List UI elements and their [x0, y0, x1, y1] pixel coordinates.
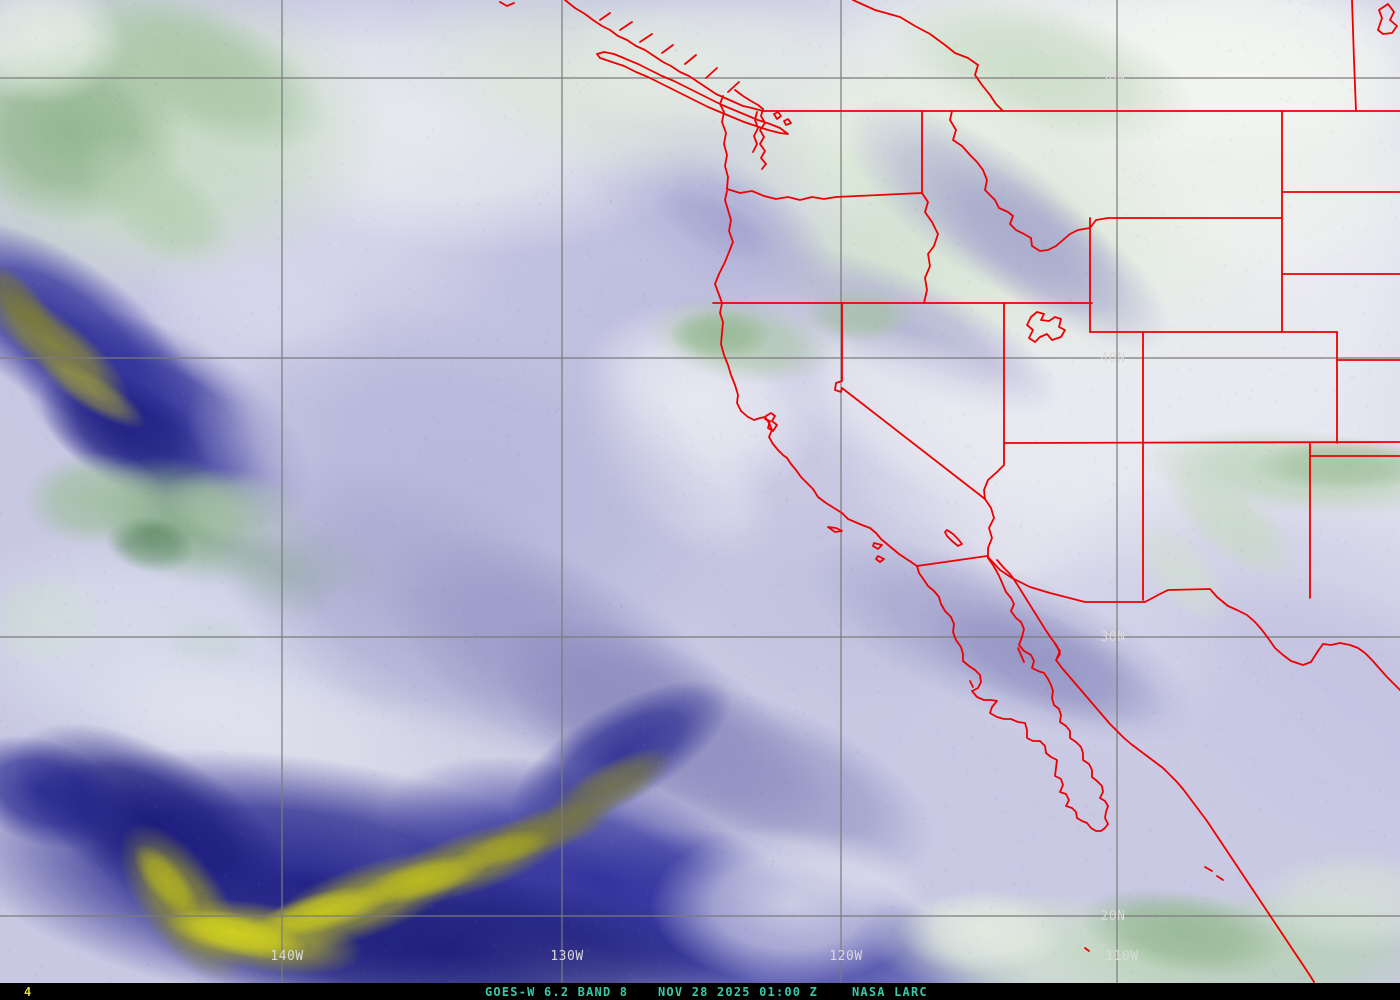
- map-boundary-baja-east-coast: [987, 557, 1109, 829]
- map-boundary-channel-islands-north: [827, 526, 843, 533]
- lon-label: 120W: [829, 949, 862, 964]
- map-boundary-vancouver-island: [596, 51, 789, 135]
- map-boundary-gulf-islands: [783, 118, 792, 126]
- lat-label: 40N: [1101, 351, 1126, 366]
- map-boundary-baja-west-coast: [916, 565, 1106, 832]
- map-boundary-saskatchewan-manitoba-border: [1351, 0, 1357, 112]
- map-boundary-oregon-idaho-border: [921, 192, 939, 304]
- lon-label: 140W: [270, 949, 303, 964]
- lat-label: 30N: [1101, 630, 1126, 645]
- map-boundary-california-nevada-border: [834, 302, 986, 500]
- map-boundary-pacific-coastline: [714, 190, 918, 567]
- timestamp-label: NOV 28 2025 01:00 Z: [658, 985, 819, 999]
- map-boundary-bc-fjord-4: [661, 44, 674, 54]
- map-boundary-nevada-arizona-colorado-river: [983, 442, 1005, 500]
- credit-label: NASA LARC: [852, 985, 928, 999]
- frame-number: 4: [24, 985, 33, 999]
- map-boundary-bc-coast-fragment: [499, 1, 515, 7]
- lat-label: 20N: [1101, 909, 1126, 924]
- map-boundary-san-clemente-island: [875, 555, 885, 563]
- map-boundary-bc-mainland-coast: [564, 0, 764, 112]
- map-boundary-san-juan-islands: [773, 111, 782, 120]
- map-boundary-bc-fjord-6: [705, 67, 718, 79]
- map-boundary-washington-oregon-border: [726, 188, 923, 201]
- map-boundary-islas-marias-1: [1204, 866, 1213, 872]
- map-boundary-line-37n-borders: [1003, 441, 1400, 444]
- map-boundary-california-arizona-colorado-river: [984, 498, 995, 558]
- map-boundary-olympic-peninsula-coast: [719, 95, 729, 190]
- lon-label: 130W: [550, 949, 583, 964]
- map-boundary-bc-fjord-3: [639, 33, 653, 43]
- map-boundary-manitoba-lakes: [1377, 3, 1398, 35]
- map-boundary-mainland-mexico-coast: [996, 559, 1315, 983]
- map-boundary-bc-fjord-7: [727, 81, 740, 93]
- map-boundary-san-francisco-bay: [764, 412, 778, 432]
- map-boundary-bc-alberta-border: [852, 0, 1004, 112]
- map-boundary-isla-angel-guarda: [1017, 647, 1025, 663]
- product-label: GOES-W 6.2 BAND 8: [485, 985, 629, 999]
- map-boundary-bc-fjord-2: [619, 21, 633, 31]
- map-boundary-bc-fjord-5: [684, 54, 697, 65]
- map-boundary-bc-fjord-1: [599, 12, 611, 21]
- map-boundary-isla-cedros: [969, 680, 974, 688]
- footer-bar: 4 GOES-W 6.2 BAND 8 NOV 28 2025 01:00 Z …: [0, 983, 1400, 1000]
- map-boundary-salton-sea: [944, 529, 963, 547]
- map-boundary-great-salt-lake: [1026, 311, 1066, 343]
- map-boundary-strait-juan-de-fuca-shore: [734, 89, 764, 110]
- map-boundary-montana-wyoming-border: [1089, 217, 1283, 229]
- map-boundary-mexico-border-rio-grande: [987, 556, 1400, 691]
- map-boundary-puget-sound: [759, 108, 767, 170]
- map-boundary-california-mexico-border: [916, 555, 989, 567]
- lat-label: 50N: [1101, 71, 1126, 86]
- map-boundary-socorro-island: [1084, 947, 1090, 952]
- map-boundary-islas-marias-2: [1216, 875, 1224, 881]
- lon-label: 110W: [1105, 949, 1138, 964]
- map-boundary-idaho-montana-border: [949, 110, 1091, 252]
- map-boundary-santa-catalina-island: [872, 542, 883, 550]
